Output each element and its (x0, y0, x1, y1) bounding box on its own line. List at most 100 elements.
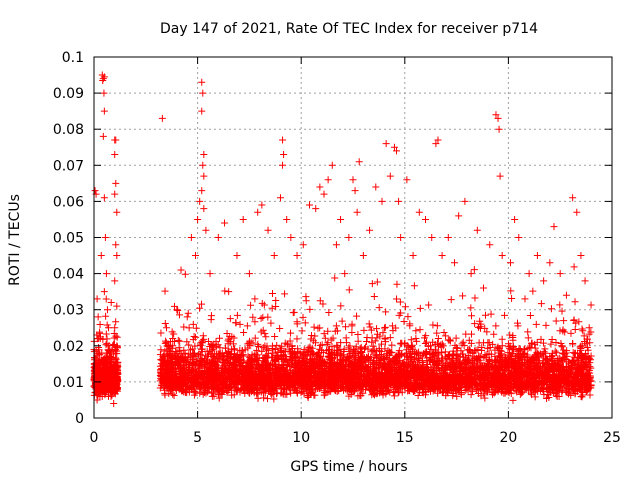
data-point (276, 194, 284, 202)
data-point (100, 194, 108, 202)
data-point (338, 317, 346, 325)
data-point (319, 300, 327, 308)
data-point (470, 266, 478, 274)
data-point (377, 340, 385, 348)
data-point (557, 339, 565, 347)
data-point (455, 212, 463, 220)
data-point (360, 326, 368, 334)
data-point (547, 305, 555, 313)
data-point (457, 362, 465, 370)
data-point (245, 270, 253, 278)
data-point (192, 252, 200, 260)
data-point (246, 359, 254, 367)
data-point (102, 373, 110, 381)
data-point (200, 205, 208, 213)
data-point (273, 341, 281, 349)
data-point (583, 343, 591, 351)
data-point (397, 351, 405, 359)
data-point (334, 343, 342, 351)
data-point (381, 335, 389, 343)
data-point (243, 322, 251, 330)
data-point (161, 319, 169, 327)
data-point (421, 339, 429, 347)
data-point (421, 334, 429, 342)
data-point (531, 393, 539, 401)
data-point (174, 307, 182, 315)
data-point (214, 391, 222, 399)
data-point (191, 388, 199, 396)
data-point (478, 373, 486, 381)
data-point (498, 252, 506, 260)
data-point (498, 335, 506, 343)
data-point (438, 349, 446, 357)
data-point (486, 241, 494, 249)
data-point (379, 329, 387, 337)
data-point (388, 341, 396, 349)
data-point (527, 389, 535, 397)
data-point (533, 252, 541, 260)
data-point (439, 360, 447, 368)
data-point (311, 391, 319, 399)
data-point (457, 388, 465, 396)
data-point (381, 323, 389, 331)
data-point (186, 364, 194, 372)
data-point (361, 343, 369, 351)
data-point (281, 290, 289, 298)
data-point (301, 319, 309, 327)
data-point (281, 339, 289, 347)
data-point (106, 359, 114, 367)
data-point (253, 346, 261, 354)
data-point (560, 317, 568, 325)
data-point (412, 350, 420, 358)
data-point (400, 340, 408, 348)
data-point (281, 390, 289, 398)
data-point (395, 197, 403, 205)
data-point (224, 349, 232, 357)
data-point (466, 364, 474, 372)
data-point (509, 396, 517, 404)
data-point (226, 315, 234, 323)
data-point (171, 302, 179, 310)
data-point (331, 327, 339, 335)
data-point (508, 294, 516, 302)
data-point (162, 337, 170, 345)
data-point (581, 277, 589, 285)
data-point (579, 327, 587, 335)
data-point (328, 161, 336, 169)
data-point (97, 252, 105, 260)
data-point (483, 328, 491, 336)
data-point (570, 316, 578, 324)
data-point (577, 392, 585, 400)
data-point (270, 252, 278, 260)
data-point (255, 361, 263, 369)
data-point (232, 319, 240, 327)
data-point (210, 340, 218, 348)
data-point (268, 391, 276, 399)
data-point (511, 215, 519, 223)
data-point (415, 208, 423, 216)
data-point (337, 215, 345, 223)
data-point (100, 107, 108, 115)
data-point (408, 341, 416, 349)
data-point (93, 295, 101, 303)
data-point (345, 286, 353, 294)
data-point (473, 226, 481, 234)
data-point (354, 337, 362, 345)
data-point (113, 350, 121, 358)
data-point (429, 321, 437, 329)
data-point (292, 379, 300, 387)
data-point (579, 391, 587, 399)
data-point (163, 324, 171, 332)
data-point (113, 252, 121, 260)
data-point (200, 172, 208, 180)
data-point (113, 333, 121, 341)
data-point (311, 332, 319, 340)
data-point (250, 389, 258, 397)
data-point (423, 350, 431, 358)
data-point (264, 347, 272, 355)
data-point (268, 304, 276, 312)
data-point (95, 374, 103, 382)
data-point (495, 373, 503, 381)
data-point (99, 76, 107, 84)
data-point (183, 338, 191, 346)
